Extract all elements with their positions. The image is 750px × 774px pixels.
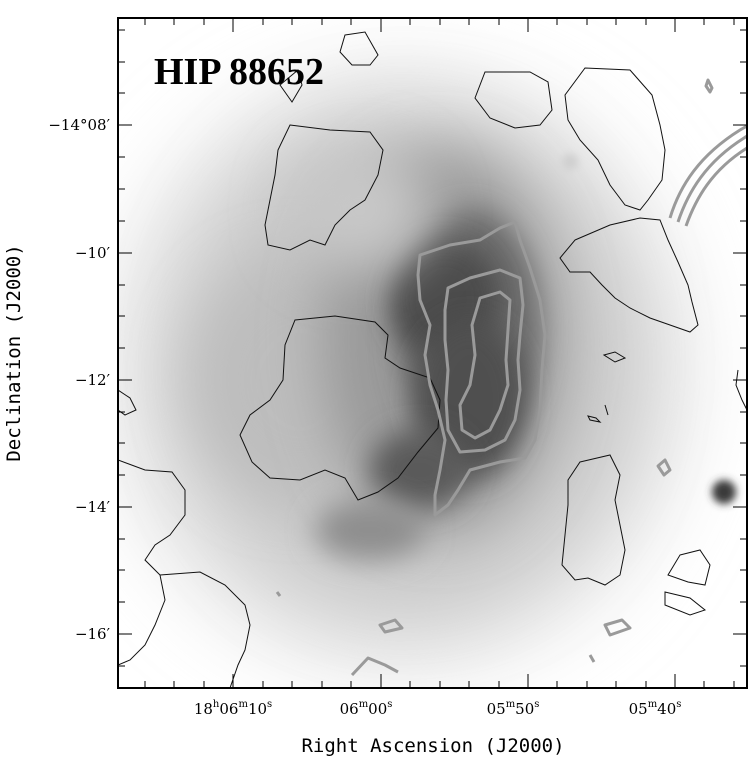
y-tick-label: −12′ xyxy=(75,371,111,389)
y-tick-label: −16′ xyxy=(75,625,111,643)
thin-contours xyxy=(118,31,747,688)
y-tick-label: −10′ xyxy=(75,244,111,262)
tick-marks xyxy=(118,18,747,688)
x-tick-labels: 18h06m10s 06m00s 05m50s 05m40s xyxy=(194,699,682,718)
y-tick-label: −14°08′ xyxy=(48,116,110,134)
y-axis-title: Declination (J2000) xyxy=(3,244,25,461)
object-label: HIP 88652 xyxy=(154,51,324,93)
x-tick-label: 05m50s xyxy=(487,699,540,718)
x-axis-title: Right Ascension (J2000) xyxy=(301,735,564,757)
y-tick-labels: −14°08′ −10′ −12′ −14′ −16′ xyxy=(48,116,110,643)
x-tick-label: 06m00s xyxy=(340,699,393,718)
thick-contours xyxy=(275,78,747,677)
x-tick-label: 18h06m10s xyxy=(194,699,272,718)
y-tick-label: −14′ xyxy=(75,498,111,516)
x-tick-label: 05m40s xyxy=(629,699,682,718)
plot-frame xyxy=(117,17,748,689)
